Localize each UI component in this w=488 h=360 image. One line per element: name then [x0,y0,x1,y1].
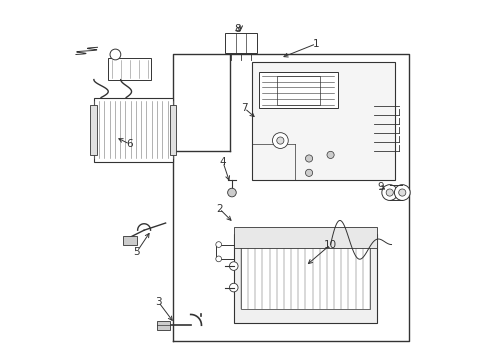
Bar [241,237,369,309]
Text: 8: 8 [234,24,240,35]
Text: 6: 6 [126,139,133,149]
Bar [233,226,376,248]
Bar [169,105,176,155]
Circle shape [394,185,409,201]
Text: 10: 10 [324,239,336,249]
Circle shape [326,151,333,158]
Bar [258,72,337,108]
Circle shape [229,283,238,292]
Text: 4: 4 [219,157,226,167]
Circle shape [229,262,238,270]
Text: 2: 2 [216,204,222,214]
Bar [224,33,257,53]
Circle shape [381,185,397,201]
Text: 5: 5 [133,247,140,257]
Text: 7: 7 [241,103,247,113]
Text: 1: 1 [312,39,319,49]
Text: 9: 9 [377,182,383,192]
Circle shape [272,133,287,148]
Bar [251,62,394,180]
Text: 3: 3 [155,297,162,307]
Bar [156,321,170,329]
Circle shape [305,155,312,162]
Bar [108,58,151,80]
Circle shape [215,242,221,247]
Bar [94,98,172,162]
Bar [276,76,320,105]
Bar [122,235,137,244]
Circle shape [276,137,284,144]
Bar [90,105,97,155]
Circle shape [215,256,221,262]
Circle shape [110,49,121,60]
Circle shape [398,189,405,196]
Circle shape [227,188,236,197]
Circle shape [386,189,392,196]
Bar [233,234,376,323]
Circle shape [305,169,312,176]
